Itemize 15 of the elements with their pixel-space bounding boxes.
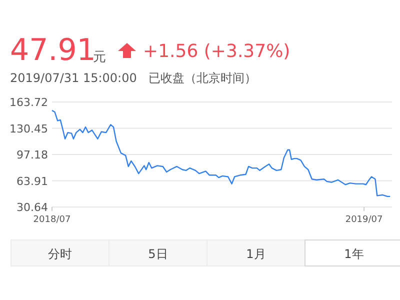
y-tick-label: 63.91 <box>16 174 48 188</box>
text: 5日 <box>148 247 168 261</box>
y-tick-label: 163.72 <box>10 96 48 109</box>
y-tick-label: 97.18 <box>16 148 48 162</box>
y-tick-label: 130.45 <box>10 122 48 136</box>
text: 1月 <box>246 247 266 261</box>
y-tick-label: 30.64 <box>16 201 48 214</box>
x-tick-label: 2019/07 <box>345 215 383 225</box>
line-series <box>51 110 391 198</box>
text: +1.56 (+3.37%) <box>143 41 290 62</box>
chart-subtitle: 2019/07/31 15:00:00 已收盘（北京时间） <box>10 71 256 85</box>
x-tick-label: 2018/07 <box>33 215 71 225</box>
text: 1年 <box>344 247 364 261</box>
text: 分时 <box>48 247 72 261</box>
text: 元 <box>93 50 106 65</box>
